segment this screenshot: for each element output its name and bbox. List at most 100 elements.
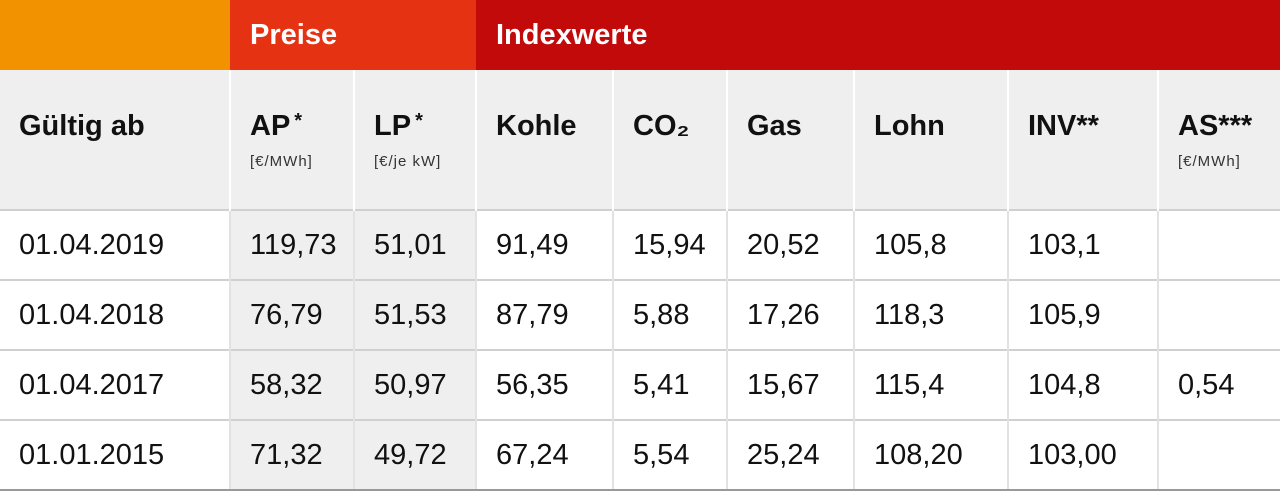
table-cell: 115,4 xyxy=(853,349,1008,420)
table-cell: 87,79 xyxy=(475,279,613,350)
column-label: AS*** xyxy=(1178,110,1253,142)
header-band xyxy=(0,0,230,70)
table-cell: 17,26 xyxy=(726,279,854,350)
cell-text: 25,24 xyxy=(747,438,820,471)
table-cell: 108,20 xyxy=(853,419,1008,491)
table-cell xyxy=(1157,209,1280,280)
cell-text: 118,3 xyxy=(874,298,945,331)
cell-text: 105,8 xyxy=(874,228,947,261)
column-unit: [€/MWh] xyxy=(1178,153,1241,170)
cell-text: 5,41 xyxy=(633,368,690,401)
table-cell: 01.01.2015 xyxy=(0,419,230,491)
cell-text: 5,54 xyxy=(633,438,690,471)
table-row: 01.04.2018 76,79 51,53 87,79 5,88 17,26 118,3 1… xyxy=(0,279,1280,350)
table-cell xyxy=(1157,419,1280,491)
cell-text: 0,54 xyxy=(1178,368,1235,401)
table-cell: 50,97 xyxy=(353,349,476,420)
table-cell: 105,9 xyxy=(1007,279,1158,350)
table-cell: 51,01 xyxy=(353,209,476,280)
header-row: Gültig ab AP * [€/MWh] LP * [€/je kW] Kohle CO₂ G… xyxy=(0,70,1280,210)
table-cell: 15,67 xyxy=(726,349,854,420)
cell-text: 87,79 xyxy=(496,298,569,331)
table-cell: 105,8 xyxy=(853,209,1008,280)
column-header: Gas xyxy=(726,70,854,210)
table-cell: 118,3 xyxy=(853,279,1008,350)
table-cell: 56,35 xyxy=(475,349,613,420)
table-cell: 49,72 xyxy=(353,419,476,491)
column-label: Gas xyxy=(747,110,802,142)
table-cell: 01.04.2019 xyxy=(0,209,230,280)
column-header: INV** xyxy=(1007,70,1158,210)
cell-text: 01.04.2019 xyxy=(19,228,165,261)
table-row: 01.04.2017 58,32 50,97 56,35 5,41 15,67 115,4 1… xyxy=(0,349,1280,420)
column-header: Kohle xyxy=(475,70,613,210)
column-label: AP xyxy=(250,110,291,142)
cell-text: 76,79 xyxy=(250,298,323,331)
column-label: LP xyxy=(374,110,412,142)
table-cell: 5,41 xyxy=(612,349,727,420)
table-cell: 51,53 xyxy=(353,279,476,350)
table-cell: 25,24 xyxy=(726,419,854,491)
cell-text: 15,67 xyxy=(747,368,820,401)
cell-text: 51,53 xyxy=(374,298,447,331)
cell-text: 71,32 xyxy=(250,438,323,471)
table-cell: 15,94 xyxy=(612,209,727,280)
table-row: 01.04.2019 119,73 51,01 91,49 15,94 20,52 105,… xyxy=(0,209,1280,280)
table-cell: 76,79 xyxy=(229,279,354,350)
cell-text: 15,94 xyxy=(633,228,706,261)
column-label: Lohn xyxy=(874,110,945,142)
table-cell xyxy=(1157,279,1280,350)
cell-text: 103,1 xyxy=(1028,228,1101,261)
cell-text: 51,01 xyxy=(374,228,447,261)
table-cell: 119,73 xyxy=(229,209,354,280)
data-table: Gültig ab AP * [€/MWh] LP * [€/je kW] Kohle CO₂ G… xyxy=(0,70,1280,491)
cell-text: 5,88 xyxy=(633,298,690,331)
table-body: 01.04.2019 119,73 51,01 91,49 15,94 20,52 105,… xyxy=(0,209,1280,491)
cell-text: 50,97 xyxy=(374,368,447,401)
cell-text: 108,20 xyxy=(874,438,963,471)
column-label: INV** xyxy=(1028,110,1099,142)
cell-text: 105,9 xyxy=(1028,298,1101,331)
cell-text: 01.04.2017 xyxy=(19,368,165,401)
column-label: Gültig ab xyxy=(19,110,145,142)
cell-text: 104,8 xyxy=(1028,368,1101,401)
column-header: LP * [€/je kW] xyxy=(353,70,476,210)
column-header: CO₂ xyxy=(612,70,727,210)
cell-text: 56,35 xyxy=(496,368,569,401)
group-header: Indexwerte xyxy=(476,0,1280,70)
table-cell: 58,32 xyxy=(229,349,354,420)
column-mark: * xyxy=(294,110,303,132)
cell-text: 91,49 xyxy=(496,228,569,261)
column-unit: [€/MWh] xyxy=(250,153,313,170)
column-header: Gültig ab xyxy=(0,70,230,210)
cell-text: 20,52 xyxy=(747,228,820,261)
table-cell: 104,8 xyxy=(1007,349,1158,420)
cell-text: 103,00 xyxy=(1028,438,1117,471)
table-cell: 71,32 xyxy=(229,419,354,491)
table-cell: 5,54 xyxy=(612,419,727,491)
column-header: AS*** [€/MWh] xyxy=(1157,70,1280,210)
cell-text: 49,72 xyxy=(374,438,447,471)
table-cell: 67,24 xyxy=(475,419,613,491)
table-cell: 91,49 xyxy=(475,209,613,280)
table-row: 01.01.2015 71,32 49,72 67,24 5,54 25,24 108,20… xyxy=(0,419,1280,491)
table-cell: 103,00 xyxy=(1007,419,1158,491)
column-mark: * xyxy=(415,110,423,132)
cell-text: 01.04.2018 xyxy=(19,298,165,331)
cell-text: 115,4 xyxy=(874,368,945,401)
cell-text: 67,24 xyxy=(496,438,569,471)
column-label: Kohle xyxy=(496,110,577,142)
column-unit: [€/je kW] xyxy=(374,153,442,170)
table-cell: 0,54 xyxy=(1157,349,1280,420)
table-cell: 20,52 xyxy=(726,209,854,280)
cell-text: 58,32 xyxy=(250,368,323,401)
table-cell: 103,1 xyxy=(1007,209,1158,280)
table-cell: 5,88 xyxy=(612,279,727,350)
table-cell: 01.04.2017 xyxy=(0,349,230,420)
table-cell: 01.04.2018 xyxy=(0,279,230,350)
column-header: AP * [€/MWh] xyxy=(229,70,354,210)
column-header: Lohn xyxy=(853,70,1008,210)
cell-text: 01.01.2015 xyxy=(19,438,165,471)
cell-text: 17,26 xyxy=(747,298,820,331)
